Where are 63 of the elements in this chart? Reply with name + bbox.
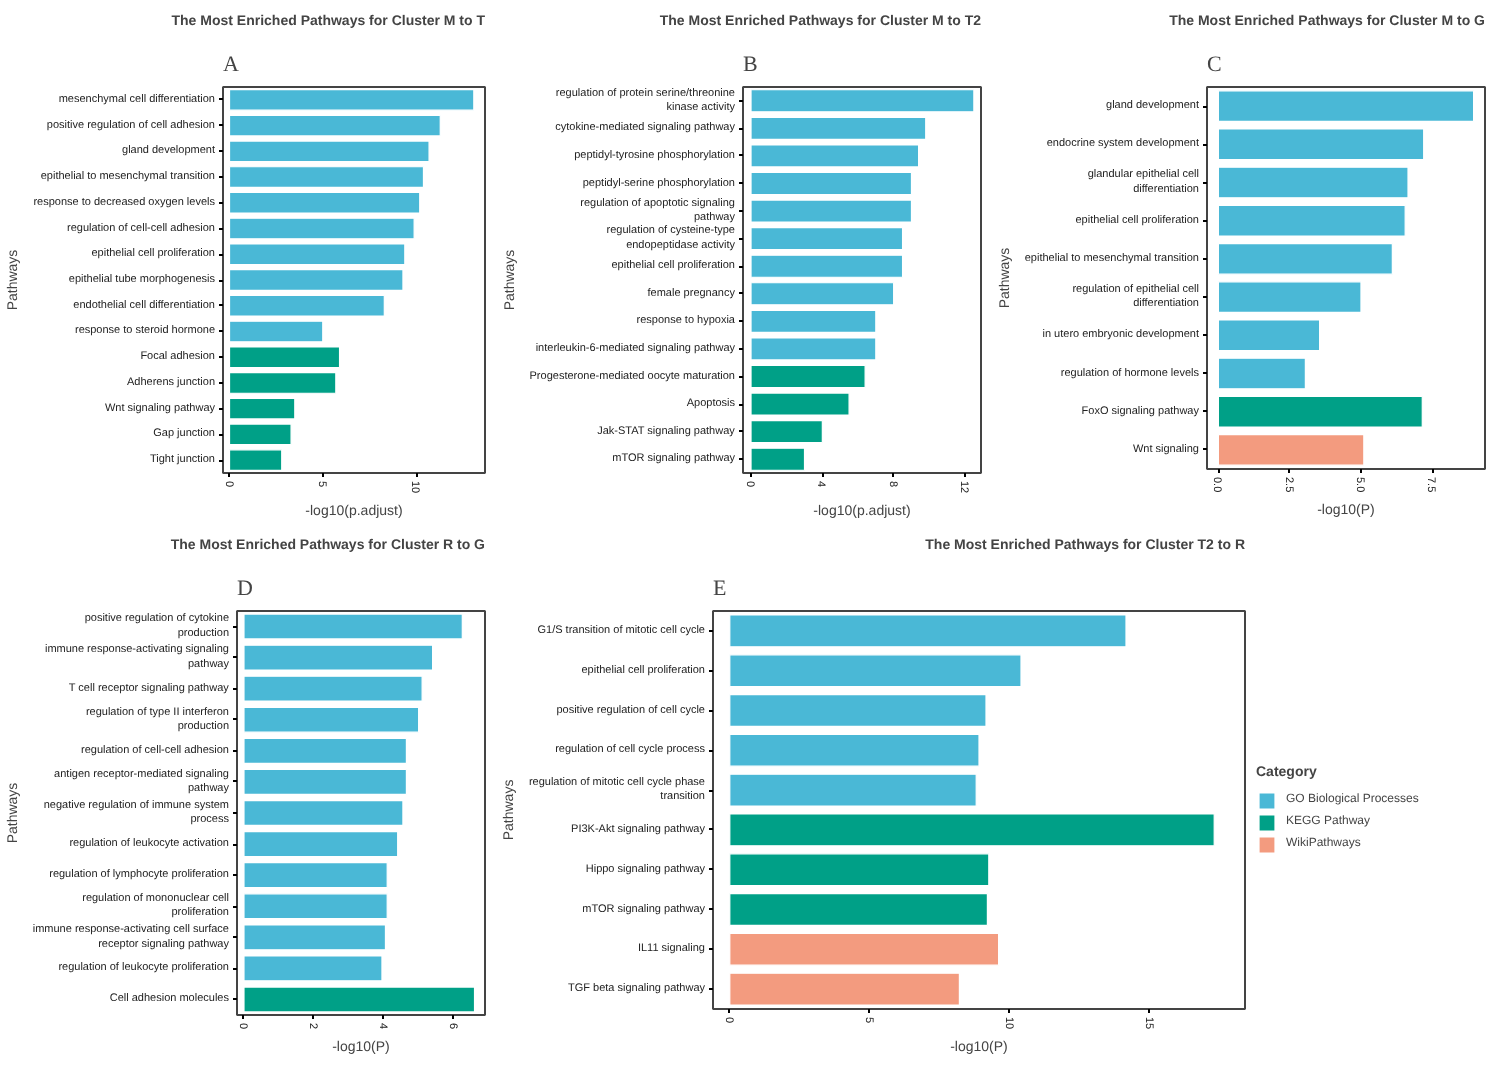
bar [729, 892, 988, 927]
bar [228, 449, 283, 472]
bar [1217, 243, 1393, 275]
bar [750, 116, 927, 140]
bar [228, 320, 324, 343]
text: C [1207, 53, 1222, 77]
bar [750, 227, 904, 251]
bar [1217, 281, 1362, 313]
bar [228, 372, 337, 394]
bar [243, 955, 383, 982]
bar [243, 675, 423, 702]
bar [228, 166, 425, 188]
bar [243, 862, 388, 889]
bar [228, 346, 341, 369]
bar [750, 420, 823, 444]
bar [243, 893, 388, 920]
bar [243, 706, 420, 733]
text: E [713, 577, 727, 601]
bar [750, 309, 877, 333]
bar [750, 171, 913, 196]
bar [729, 733, 980, 767]
bar [729, 813, 1215, 847]
bar [750, 337, 877, 361]
bar [729, 972, 960, 1006]
bar [729, 654, 1022, 688]
bar [228, 269, 404, 291]
bar [243, 924, 387, 951]
bar [1217, 357, 1306, 390]
bar [1217, 128, 1425, 161]
bar [750, 364, 866, 389]
bar [1217, 434, 1365, 466]
bar [243, 613, 463, 640]
bar [750, 447, 806, 471]
bar [228, 191, 421, 214]
bar [1217, 166, 1409, 199]
bar [729, 853, 990, 887]
bar [228, 294, 385, 317]
bar [243, 831, 399, 858]
bar [750, 199, 913, 223]
text: D [237, 577, 253, 601]
bar [243, 737, 408, 764]
bar [243, 799, 404, 827]
bar [750, 144, 920, 168]
bar [729, 693, 987, 728]
bar [750, 89, 975, 113]
bar [750, 392, 850, 416]
bar [750, 254, 904, 278]
bar [228, 217, 415, 240]
text: A [223, 53, 239, 77]
bar [228, 243, 406, 266]
bar [228, 88, 475, 111]
text: B [743, 53, 758, 77]
bar [243, 986, 476, 1013]
bar [1217, 319, 1321, 352]
bar [1217, 204, 1406, 237]
bar [729, 932, 1000, 966]
bar [243, 768, 408, 795]
bar [750, 282, 895, 306]
bar [729, 614, 1127, 648]
bar [729, 773, 977, 807]
bar [243, 644, 434, 671]
bar [1217, 90, 1475, 122]
bar [1217, 395, 1423, 428]
